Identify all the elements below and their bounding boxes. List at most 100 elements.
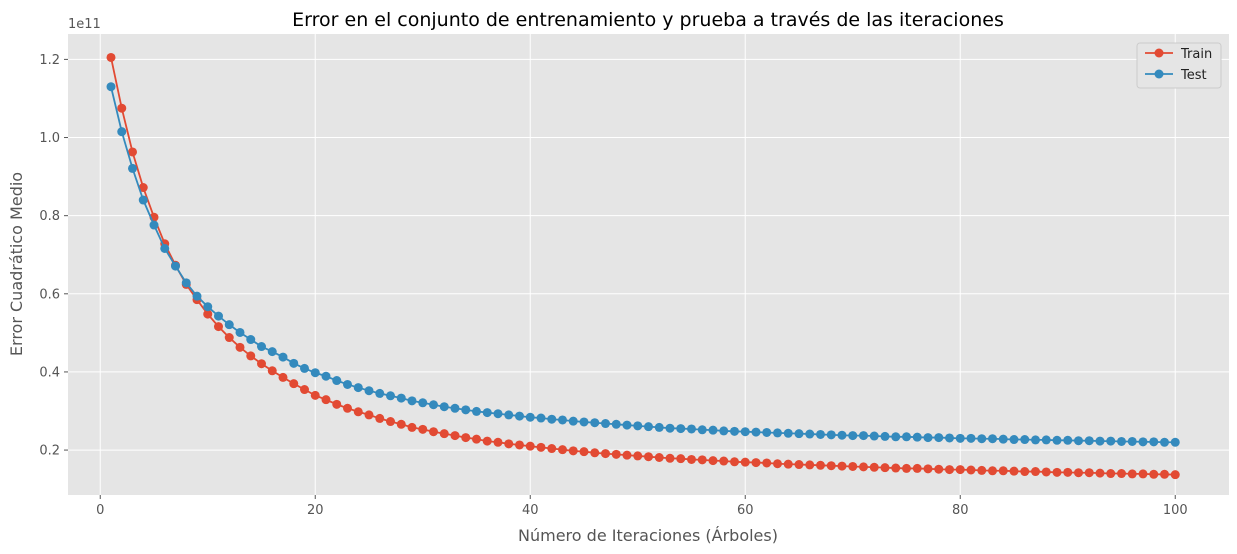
data-point-train [633,451,643,461]
data-point-train [654,452,664,462]
data-point-train [816,460,825,470]
data-point-test [966,433,976,443]
data-point-test [192,291,202,301]
data-point-train [859,462,868,472]
data-point-train [558,445,567,455]
data-point-test [547,414,557,424]
data-point-train [407,422,417,432]
data-point-test [558,415,567,425]
data-point-test [654,422,664,432]
data-point-train [988,466,997,476]
data-point-train [740,457,750,467]
data-point-test [214,311,223,321]
data-point-test [912,432,922,442]
data-point-test [257,342,266,352]
x-tick-label: 0 [96,503,104,518]
data-point-train [977,465,987,475]
data-point-test [375,388,385,398]
data-point-test [998,434,1008,444]
data-point-train [601,449,610,459]
data-point-test [472,406,481,416]
data-point-test [160,243,170,253]
data-point-test [622,420,632,430]
data-point-train [1052,467,1062,477]
data-point-train [1084,468,1094,478]
data-point-train [332,399,342,409]
data-point-test [289,358,299,368]
data-point-train [224,333,234,343]
data-point-test [353,383,363,393]
data-point-train [783,459,793,469]
data-point-train [902,463,911,473]
data-point-train [267,366,277,376]
data-point-train [1031,467,1040,477]
data-point-test [235,327,245,337]
data-point-test [343,379,352,389]
data-point-train [1063,467,1073,477]
data-point-train [773,459,782,469]
data-point-train [762,458,772,468]
data-point-test [1084,436,1094,446]
data-point-train [730,457,739,467]
data-point-train [880,463,890,473]
x-tick-label: 80 [952,503,969,518]
plot-background [68,34,1229,495]
legend-train-marker [1154,48,1164,58]
data-point-train [945,465,954,475]
data-point-train [590,448,600,458]
data-point-train [568,446,578,456]
data-point-test [149,220,159,230]
data-point-train [644,452,653,462]
data-point-train [504,439,514,449]
y-tick-label: 1.2 [39,53,60,68]
data-point-train [579,447,589,457]
series-test [106,82,1180,447]
data-point-test [977,434,987,444]
data-point-test [525,412,535,422]
data-point-test [461,405,471,415]
data-point-train [848,461,858,471]
data-point-test [816,429,825,439]
data-point-test [1170,437,1180,447]
data-point-test [1031,435,1040,445]
series-line-train [110,57,1176,476]
data-point-train [697,455,707,465]
data-point-test [418,398,428,408]
data-point-train [418,424,428,434]
data-point-train [1041,467,1051,477]
data-point-test [934,433,944,443]
data-point-test [579,417,589,427]
data-point-train [235,342,245,352]
data-point-train [106,52,116,62]
data-point-test [396,393,406,403]
data-point-test [859,431,868,441]
data-point-train [482,436,492,446]
data-point-test [407,396,417,406]
data-point-test [1117,436,1126,446]
y-tick-label: 0.2 [39,444,60,459]
data-point-train [1160,469,1169,479]
data-point-train [450,431,460,441]
data-point-train [493,437,503,447]
y-axis: 0.2 0.4 0.6 0.8 1.0 1.2 [39,53,68,459]
data-point-test [568,416,578,426]
data-point-train [1074,468,1083,478]
data-point-test [676,424,686,434]
data-point-test [719,426,729,436]
data-point-test [224,320,234,330]
data-point-train [138,183,148,193]
data-point-train [353,407,363,417]
grid [68,34,1229,495]
data-point-train [869,462,879,472]
data-point-test [181,278,191,288]
data-point-test [1106,436,1116,446]
data-point-test [1149,437,1159,447]
data-point-test [601,419,610,429]
data-point-train [1117,469,1126,479]
data-point-train [611,449,621,459]
data-point-test [902,432,911,442]
data-point-train [719,456,729,466]
data-point-test [1009,435,1019,445]
data-point-test [128,163,137,173]
